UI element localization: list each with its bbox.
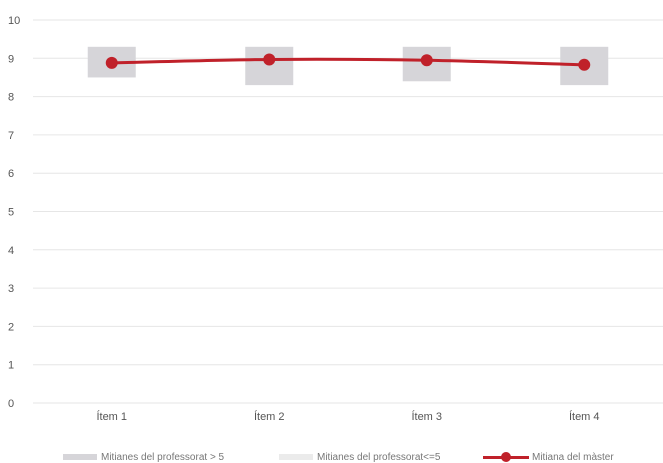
legend-swatch-master-average <box>483 452 529 462</box>
range-boxes <box>87 46 609 86</box>
x-tick-label: Ítem 1 <box>96 410 127 423</box>
x-tick-label: Ítem 3 <box>411 410 442 423</box>
y-tick-label: 0 <box>8 398 14 410</box>
range-box <box>245 46 294 86</box>
y-tick-label: 3 <box>8 283 14 295</box>
x-tick-label: Ítem 4 <box>569 410 600 423</box>
y-axis-ticks: 0 1 2 3 4 5 6 7 8 9 10 <box>8 15 20 410</box>
legend-label-professorat-low: Mitianes del professorat<=5 <box>317 451 441 463</box>
y-tick-label: 9 <box>8 53 14 65</box>
data-point <box>420 54 433 67</box>
master-average-line <box>111 57 585 67</box>
legend: Mitianes del professorat > 5 Mitianes de… <box>0 451 663 463</box>
x-axis-ticks: Ítem 1 Ítem 2 Ítem 3 Ítem 4 <box>96 410 599 423</box>
legend-item-master-average: Mitiana del màster <box>483 451 614 463</box>
legend-label-professorat-high: Mitianes del professorat > 5 <box>101 451 225 463</box>
y-tick-label: 6 <box>8 168 14 180</box>
data-point <box>105 56 118 69</box>
legend-label-master-average: Mitiana del màster <box>532 451 614 463</box>
data-point <box>578 58 591 71</box>
y-tick-label: 1 <box>8 360 14 372</box>
y-tick-label: 2 <box>8 321 14 333</box>
y-tick-label: 10 <box>8 15 20 27</box>
y-tick-label: 7 <box>8 130 14 142</box>
master-average-points <box>105 53 591 71</box>
y-tick-label: 8 <box>8 92 14 104</box>
series-line <box>111 57 585 67</box>
legend-item-professorat-high: Mitianes del professorat > 5 <box>63 451 224 463</box>
data-point <box>263 53 276 66</box>
y-tick-label: 5 <box>8 207 14 219</box>
y-tick-label: 4 <box>8 245 14 257</box>
legend-item-professorat-low: Mitianes del professorat<=5 <box>279 451 440 463</box>
legend-swatch-professorat-low <box>279 454 313 460</box>
x-tick-label: Ítem 2 <box>254 410 285 423</box>
legend-swatch-professorat-high <box>63 454 97 460</box>
chart-plot: 0 1 2 3 4 5 6 7 8 9 10 Ítem 1 Ítem 2 Ítem 3 Ítem 4 <box>8 15 663 423</box>
gridlines <box>33 19 663 404</box>
